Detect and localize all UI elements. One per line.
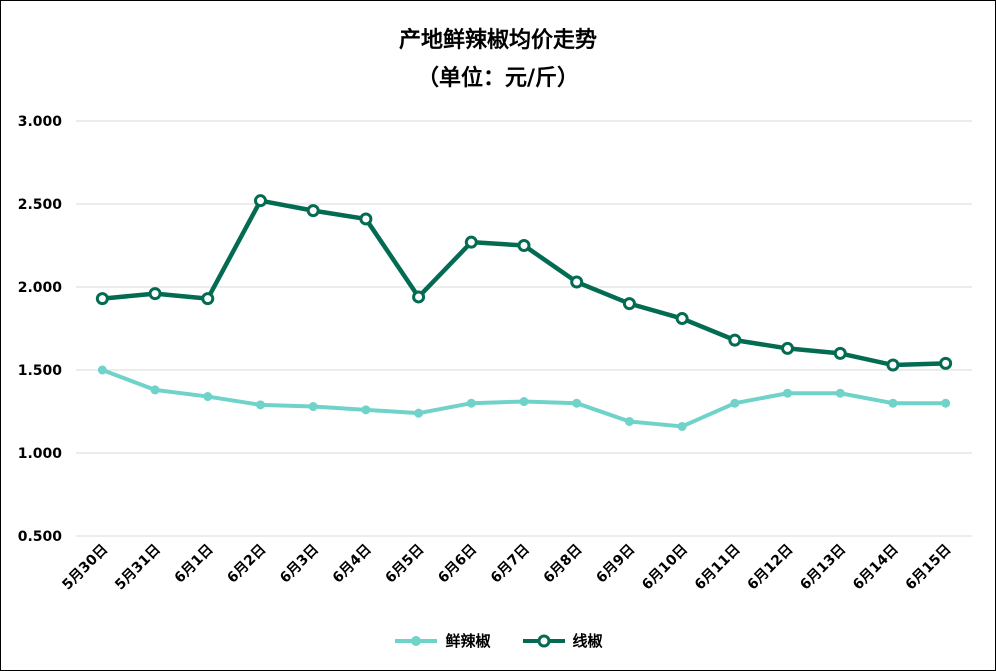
data-point <box>730 398 740 408</box>
data-point <box>517 239 531 252</box>
data-point <box>624 416 634 426</box>
x-tick-label: 6月2日 <box>224 542 269 587</box>
data-point <box>464 235 478 249</box>
data-point <box>835 388 845 398</box>
x-tick-label: 6月3日 <box>277 542 322 587</box>
legend-label-0: 鲜辣椒 <box>445 632 491 650</box>
legend-item-0: 鲜辣椒 <box>393 630 491 651</box>
data-point <box>95 292 109 306</box>
x-tick-label: 5月31日 <box>112 542 164 594</box>
data-point <box>412 290 426 304</box>
x-tick-label: 6月8日 <box>541 542 586 587</box>
data-point <box>677 421 687 431</box>
data-point <box>150 385 160 395</box>
x-tick-label: 6月4日 <box>330 542 375 587</box>
series-line-1 <box>102 198 946 368</box>
data-point <box>570 275 584 289</box>
chart-title: 产地鲜辣椒均价走势 <box>398 28 597 53</box>
y-tick-label: 0.500 <box>18 529 63 545</box>
legend-item-1: 线椒 <box>521 630 603 651</box>
data-point <box>306 204 320 218</box>
x-tick-label: 6月11日 <box>692 542 744 594</box>
data-point <box>97 365 107 375</box>
x-tick-label: 6月10日 <box>639 542 691 594</box>
data-point <box>308 402 318 412</box>
legend-swatch-1 <box>522 634 565 647</box>
x-tick-label: 6月9日 <box>593 542 638 587</box>
x-tick-label: 6月12日 <box>745 542 797 594</box>
legend-label-1: 线椒 <box>572 632 603 650</box>
data-point <box>466 398 476 408</box>
data-point <box>361 405 371 415</box>
y-tick-label: 1.000 <box>18 446 63 462</box>
legend: 鲜辣椒 线椒 <box>0 630 996 651</box>
data-point <box>675 312 689 326</box>
data-point <box>833 346 847 360</box>
x-tick-label: 6月15日 <box>903 542 955 594</box>
data-point <box>203 392 213 402</box>
data-point <box>201 292 215 306</box>
y-tick-label: 3.000 <box>18 114 63 130</box>
data-point <box>519 397 529 407</box>
y-tick-label: 2.000 <box>18 280 63 296</box>
x-tick-label: 6月13日 <box>797 542 849 594</box>
data-point <box>781 341 795 355</box>
chart-subtitle: （单位：元/斤） <box>416 66 580 91</box>
data-point <box>622 297 636 311</box>
data-point <box>939 356 953 370</box>
data-point <box>359 212 373 226</box>
x-tick-label: 6月1日 <box>172 542 217 587</box>
data-point <box>888 398 898 408</box>
y-tick-label: 1.500 <box>18 363 63 379</box>
x-tick-label: 6月14日 <box>850 542 902 594</box>
x-tick-label: 6月6日 <box>435 542 480 587</box>
legend-swatch-0 <box>395 635 438 646</box>
data-point <box>783 388 793 398</box>
data-point <box>572 398 582 408</box>
data-point <box>941 398 951 408</box>
data-point <box>148 287 162 301</box>
x-tick-label: 5月30日 <box>59 542 111 594</box>
data-point <box>886 358 900 372</box>
x-tick-label: 6月5日 <box>383 542 428 587</box>
data-point <box>253 194 267 208</box>
data-point <box>414 408 424 418</box>
data-point <box>255 400 265 410</box>
x-tick-label: 6月7日 <box>488 542 533 587</box>
y-tick-label: 2.500 <box>18 197 63 213</box>
data-point <box>728 333 742 347</box>
